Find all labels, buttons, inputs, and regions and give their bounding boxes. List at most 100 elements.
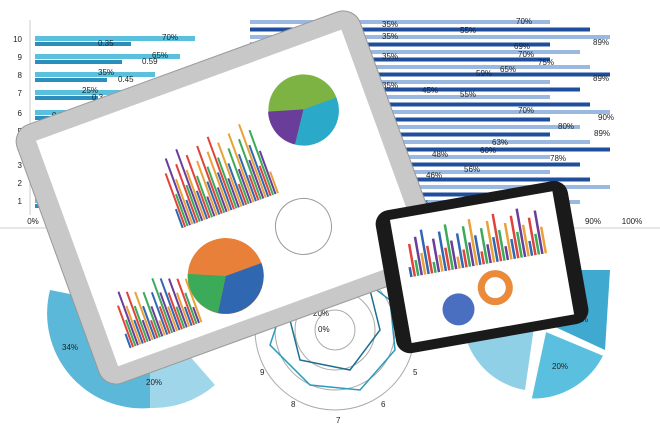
bar	[35, 96, 98, 100]
bar	[174, 193, 189, 227]
bar	[528, 240, 534, 256]
bar	[192, 306, 200, 324]
pie-label: 20%	[552, 362, 568, 371]
bar	[503, 222, 513, 260]
bar	[227, 177, 240, 208]
bar	[175, 306, 186, 329]
value-label: 0.35	[98, 39, 114, 48]
bar	[492, 236, 499, 263]
radar	[274, 197, 332, 255]
radar-ring-label: 0%	[318, 325, 330, 334]
value-label: 48%	[432, 150, 448, 159]
bar	[443, 224, 455, 270]
bar	[237, 183, 248, 206]
bar	[473, 235, 482, 266]
bar	[185, 199, 196, 224]
bar	[184, 278, 203, 323]
bar	[250, 140, 590, 144]
bar	[124, 319, 137, 347]
bar	[168, 278, 188, 328]
row-label: 2	[18, 179, 23, 188]
bar	[455, 233, 465, 269]
bar	[125, 291, 147, 343]
bar	[250, 42, 550, 47]
bar	[258, 150, 277, 195]
bar	[150, 319, 159, 339]
donut	[477, 270, 513, 306]
axis-label: 0%	[27, 217, 39, 226]
bar	[227, 163, 245, 206]
bar	[176, 278, 196, 326]
bar	[438, 254, 444, 272]
bar	[150, 291, 169, 335]
bar	[175, 178, 194, 225]
bar	[248, 159, 265, 199]
bar	[456, 256, 461, 269]
bar	[467, 218, 479, 266]
row-label: 7	[18, 89, 23, 98]
value-label: 56%	[464, 165, 480, 174]
bar	[167, 292, 183, 330]
bar	[479, 227, 489, 264]
bar	[250, 20, 550, 24]
bar	[142, 291, 161, 338]
pie-slice	[294, 97, 339, 146]
bar	[521, 224, 530, 257]
bar	[437, 231, 448, 272]
value-label: 89%	[593, 74, 609, 83]
bar	[515, 231, 523, 258]
bar	[185, 169, 206, 221]
bar	[35, 90, 140, 95]
bar	[414, 259, 420, 277]
bar	[117, 291, 139, 346]
radar-ring-label: 20%	[313, 309, 329, 318]
bar	[497, 229, 506, 261]
value-label: 65%	[500, 65, 516, 74]
bar	[217, 142, 243, 207]
bar	[141, 319, 152, 342]
bar	[486, 244, 492, 264]
pie-slice	[528, 327, 608, 402]
bar	[250, 177, 590, 182]
bar	[150, 305, 164, 337]
value-label: 65%	[152, 51, 168, 60]
bar	[238, 123, 267, 198]
bar	[238, 138, 262, 200]
bar	[515, 208, 527, 258]
bar	[248, 174, 260, 201]
value-label: 55%	[460, 90, 476, 99]
bar	[408, 266, 413, 278]
value-label: 59%	[476, 69, 492, 78]
pie-slice	[217, 263, 264, 314]
bar	[196, 160, 218, 216]
value-label: 78%	[550, 154, 566, 163]
value-label: 46%	[426, 171, 442, 180]
bar	[158, 306, 171, 335]
bar	[426, 245, 434, 274]
bar	[237, 153, 257, 202]
value-label: 45%	[422, 86, 438, 95]
row-label: 1	[18, 197, 23, 206]
bar	[35, 42, 131, 46]
bar	[269, 171, 279, 194]
bar	[468, 242, 475, 267]
bar	[35, 60, 122, 64]
pie-slice	[268, 109, 304, 145]
bar	[250, 147, 610, 152]
bar	[461, 226, 472, 267]
bar	[250, 87, 580, 92]
pie	[442, 293, 475, 326]
row-label: 6	[18, 109, 23, 118]
bar	[35, 78, 107, 82]
donut-label: 20%	[146, 378, 162, 387]
bar	[419, 229, 430, 275]
value-label: 35%	[382, 52, 398, 61]
bar	[250, 65, 590, 69]
bar	[250, 162, 580, 167]
bar	[159, 278, 181, 331]
bar	[124, 333, 132, 349]
bar	[175, 148, 204, 222]
bar	[250, 80, 550, 84]
bar	[413, 236, 423, 276]
